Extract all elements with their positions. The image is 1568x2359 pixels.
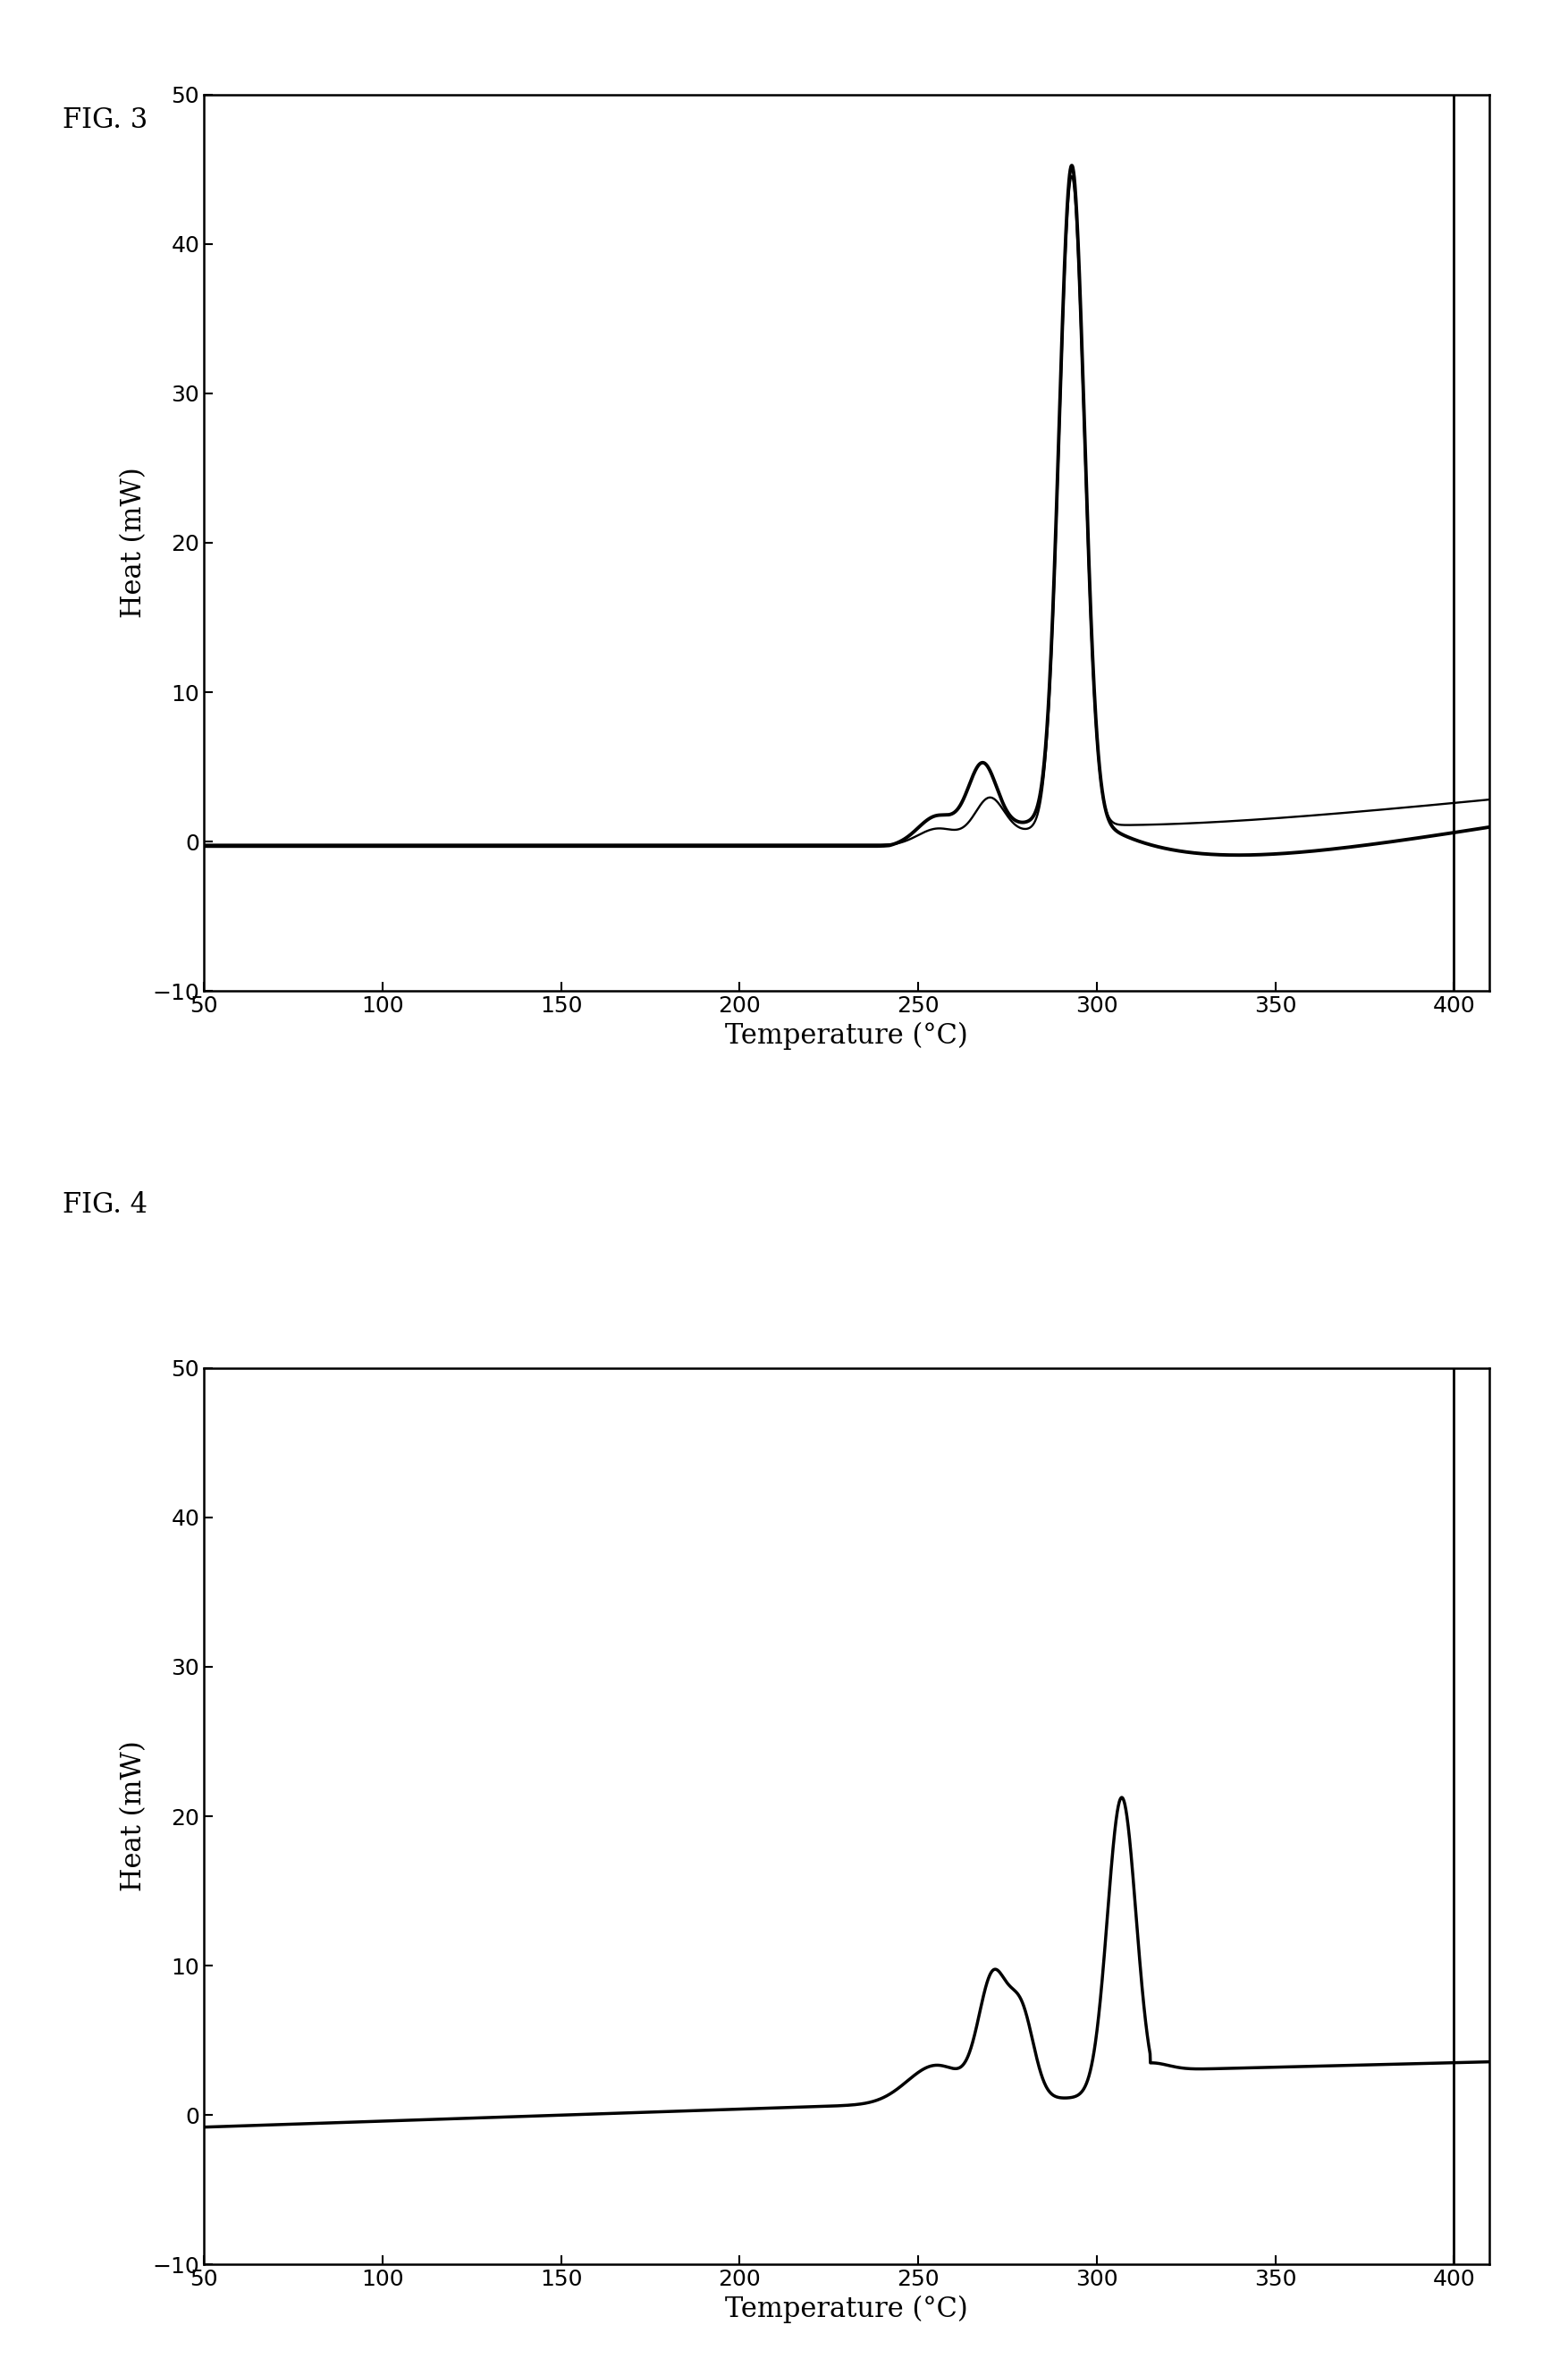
Y-axis label: Heat (mW): Heat (mW): [119, 1741, 147, 1892]
X-axis label: Temperature (°C): Temperature (°C): [726, 1021, 967, 1050]
Y-axis label: Heat (mW): Heat (mW): [119, 467, 147, 618]
X-axis label: Temperature (°C): Temperature (°C): [726, 2295, 967, 2324]
Text: FIG. 3: FIG. 3: [63, 106, 147, 134]
Text: FIG. 4: FIG. 4: [63, 1191, 147, 1220]
